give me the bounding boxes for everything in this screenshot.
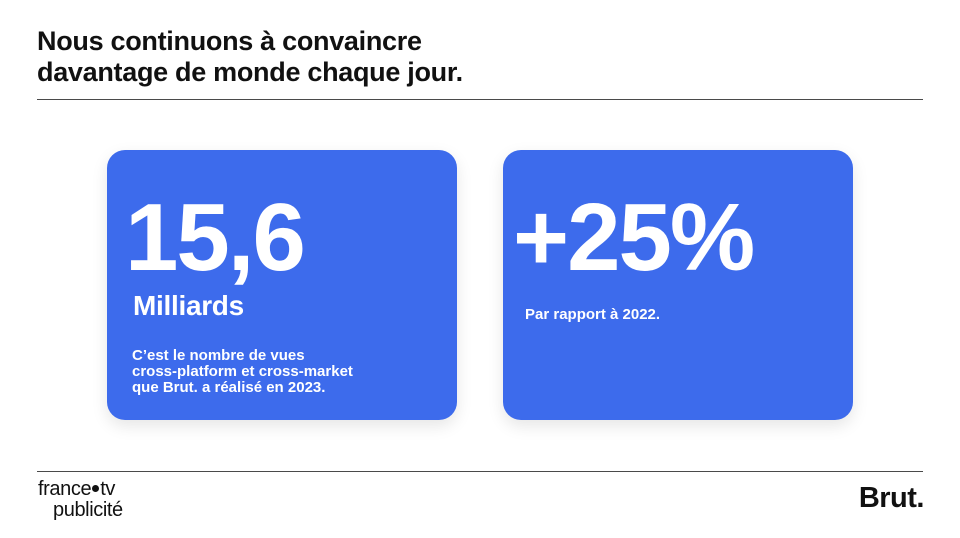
page-title-line-1: Nous continuons à convaincre xyxy=(37,26,422,56)
stat-views-description-line-1: C’est le nombre de vues xyxy=(132,347,305,364)
francetv-publicite-logo: france tv publicité xyxy=(38,479,123,521)
stat-views-value: 15,6 xyxy=(125,184,306,291)
francetv-logo-france: france xyxy=(38,478,92,500)
francetv-logo-tv: tv xyxy=(100,478,115,500)
francetv-logo-wordmark: france tv xyxy=(38,479,123,499)
stat-card-growth: +25% Par rapport à 2022. xyxy=(503,150,853,420)
brut-logo: Brut. xyxy=(858,482,925,514)
stat-views-description-line-3: que Brut. a réalisé en 2023. xyxy=(132,379,326,396)
stat-views-description: C’est le nombre de vues cross-platform e… xyxy=(132,348,353,396)
stat-growth-value: +25% xyxy=(513,184,755,291)
top-divider xyxy=(37,99,923,100)
page-title-line-2: davantage de monde chaque jour. xyxy=(37,57,463,87)
bottom-divider xyxy=(37,471,923,472)
stat-views-description-line-2: cross-platform et cross-market xyxy=(132,363,353,380)
francetv-logo-publicite: publicité xyxy=(53,499,123,521)
stat-views-unit: Milliards xyxy=(133,290,244,321)
francetv-logo-dot-icon xyxy=(92,485,100,493)
page-title: Nous continuons à convaincre davantage d… xyxy=(37,26,463,88)
stat-card-views: 15,6 Milliards C’est le nombre de vues c… xyxy=(107,150,457,420)
stat-growth-description: Par rapport à 2022. xyxy=(525,306,661,323)
